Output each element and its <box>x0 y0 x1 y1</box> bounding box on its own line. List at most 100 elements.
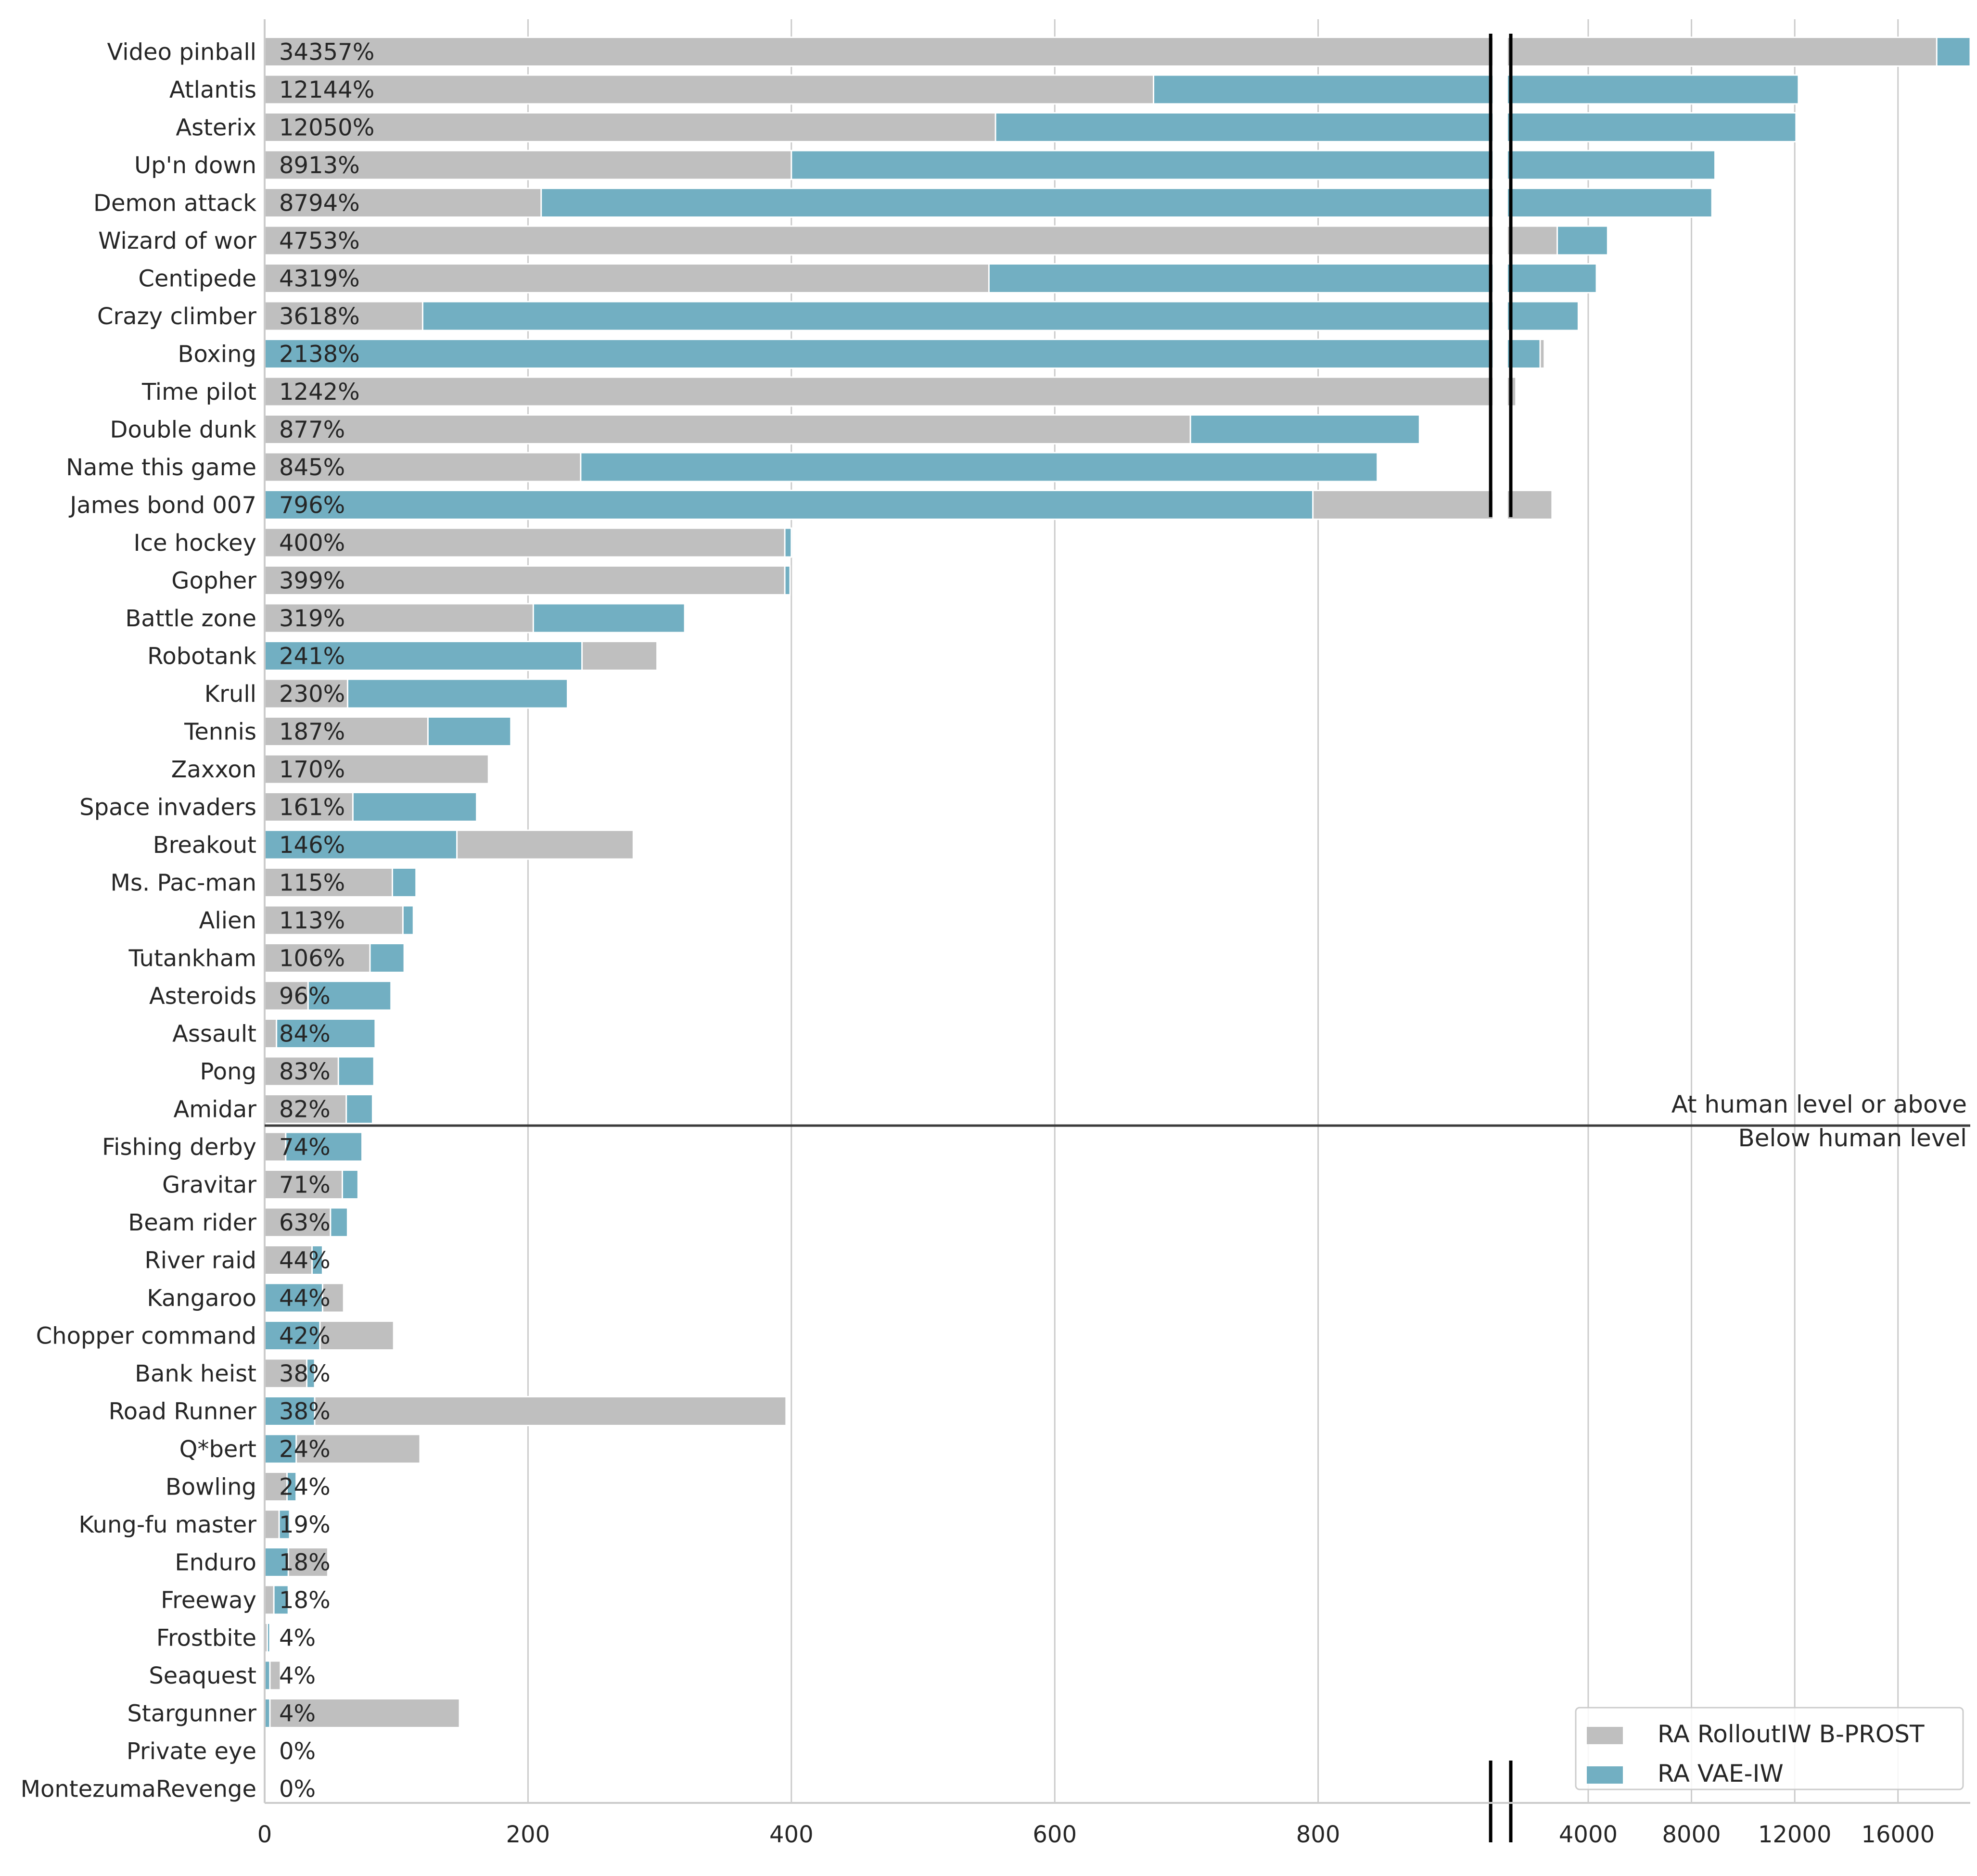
x-tick-label: 4000 <box>1559 1821 1618 1848</box>
game-label: Space invaders <box>79 794 256 821</box>
game-label: Bowling <box>166 1474 256 1501</box>
rollout-bar <box>264 1094 347 1124</box>
vae-bar <box>264 1018 376 1049</box>
percent-label: 4319% <box>279 266 360 292</box>
rollout-bar <box>264 1509 280 1540</box>
percent-label: 115% <box>279 870 345 897</box>
game-label: Stargunner <box>127 1700 256 1727</box>
rollout-bar <box>264 1396 787 1426</box>
rollout-bar <box>264 263 990 293</box>
percent-label: 0% <box>279 1776 316 1803</box>
game-label: Boxing <box>178 341 256 368</box>
vae-bar <box>264 1282 323 1313</box>
game-label: Name this game <box>66 454 256 481</box>
x-tick-label: 8000 <box>1662 1821 1721 1848</box>
percent-label: 19% <box>279 1511 331 1538</box>
game-label: Crazy climber <box>97 303 256 330</box>
rollout-bar <box>264 943 371 973</box>
percent-label: 845% <box>279 454 345 481</box>
percent-label: 44% <box>279 1247 331 1274</box>
rollout-bar <box>264 112 996 142</box>
percent-label: 2138% <box>279 341 360 368</box>
game-label: Ice hockey <box>133 530 256 557</box>
threshold-above-label: At human level or above <box>1671 1090 1967 1118</box>
percent-label: 241% <box>279 643 345 670</box>
game-label: Private eye <box>127 1738 256 1765</box>
legend-swatch <box>1587 1727 1623 1744</box>
percent-label: 230% <box>279 681 345 708</box>
game-labels: Video pinball Atlantis Asterix Up'n down Dem… <box>21 39 257 1803</box>
game-label: Kangaroo <box>147 1285 256 1312</box>
game-label: Double dunk <box>110 417 257 444</box>
x-tick-label: 400 <box>769 1821 814 1848</box>
x-tick-label: 12000 <box>1758 1821 1832 1848</box>
vae-bar <box>264 1320 321 1351</box>
percent-label: 42% <box>279 1323 331 1350</box>
percent-label: 63% <box>279 1209 331 1236</box>
percent-label: 319% <box>279 605 345 632</box>
human-level-threshold: At human level or above Below human level <box>265 1090 1970 1152</box>
rollout-bar <box>264 37 1938 67</box>
rollout-bar <box>264 1018 278 1049</box>
game-label: Wizard of wor <box>98 228 256 254</box>
game-label: Ms. Pac-man <box>111 870 256 897</box>
game-label: Zaxxon <box>171 756 256 783</box>
rollout-bar <box>264 452 582 482</box>
game-label: Frostbite <box>156 1625 256 1652</box>
game-label: James bond 007 <box>68 492 256 519</box>
rollout-bar <box>264 1358 308 1389</box>
percent-label: 18% <box>279 1549 331 1576</box>
percent-label: 4753% <box>279 228 360 254</box>
percent-label: 12144% <box>279 76 374 103</box>
axes: 0 200 400 600 800 4000 8000 12000 16000 <box>257 19 1970 1848</box>
vae-bar <box>264 1547 289 1577</box>
percent-label: 1242% <box>279 379 360 406</box>
game-label: Centipede <box>138 266 256 292</box>
percent-label: 0% <box>279 1738 316 1765</box>
game-label: Asterix <box>176 114 256 141</box>
game-label: Seaquest <box>149 1662 256 1689</box>
game-label: Fishing derby <box>102 1134 256 1161</box>
percent-label: 84% <box>279 1021 331 1048</box>
rollout-bar <box>264 1056 339 1087</box>
percent-label: 113% <box>279 907 345 934</box>
percent-label: 18% <box>279 1587 331 1614</box>
percent-label: 96% <box>279 983 331 1010</box>
vae-bar <box>264 490 1314 520</box>
threshold-below-label: Below human level <box>1738 1124 1967 1152</box>
game-label: Up'n down <box>134 152 256 179</box>
rollout-bar <box>264 1169 343 1200</box>
game-label: Enduro <box>175 1549 256 1576</box>
game-label: Robotank <box>147 643 256 670</box>
percent-labels: 34357% 12144% 12050% 8913% 8794% 4753% 4319% 36… <box>279 39 374 1803</box>
rollout-bar <box>264 1207 332 1238</box>
rollout-bar <box>264 74 1154 105</box>
legend-label: RA RolloutIW B-PROST <box>1658 1720 1925 1748</box>
game-label: Assault <box>172 1021 256 1048</box>
bar-marks <box>264 37 1971 1804</box>
game-label: Beam rider <box>128 1209 256 1236</box>
rollout-bar <box>264 376 1517 407</box>
game-label: Road Runner <box>109 1398 257 1425</box>
percent-label: 399% <box>279 568 345 595</box>
rollout-bar <box>264 1245 313 1275</box>
game-label: Gopher <box>171 568 256 595</box>
vae-bar <box>264 829 458 860</box>
game-label: Chopper command <box>36 1323 256 1350</box>
percent-label: 106% <box>279 945 345 972</box>
game-label: Battle zone <box>125 605 256 632</box>
legend: RA RolloutIW B-PROST RA VAE-IW <box>1575 1707 1964 1790</box>
vae-bar <box>264 1396 316 1426</box>
game-label: Q*bert <box>179 1436 256 1463</box>
percent-label: 170% <box>279 756 345 783</box>
x-tick-label: 600 <box>1033 1821 1077 1848</box>
game-label: Asteroids <box>149 983 256 1010</box>
rollout-bar <box>264 980 309 1011</box>
rollout-bar <box>264 716 429 747</box>
vae-bar <box>264 641 583 671</box>
percent-label: 8913% <box>279 152 360 179</box>
game-label: Alien <box>199 907 256 934</box>
percent-label: 38% <box>279 1360 331 1387</box>
x-tick-label: 0 <box>257 1821 272 1848</box>
rollout-bar <box>264 225 1558 256</box>
